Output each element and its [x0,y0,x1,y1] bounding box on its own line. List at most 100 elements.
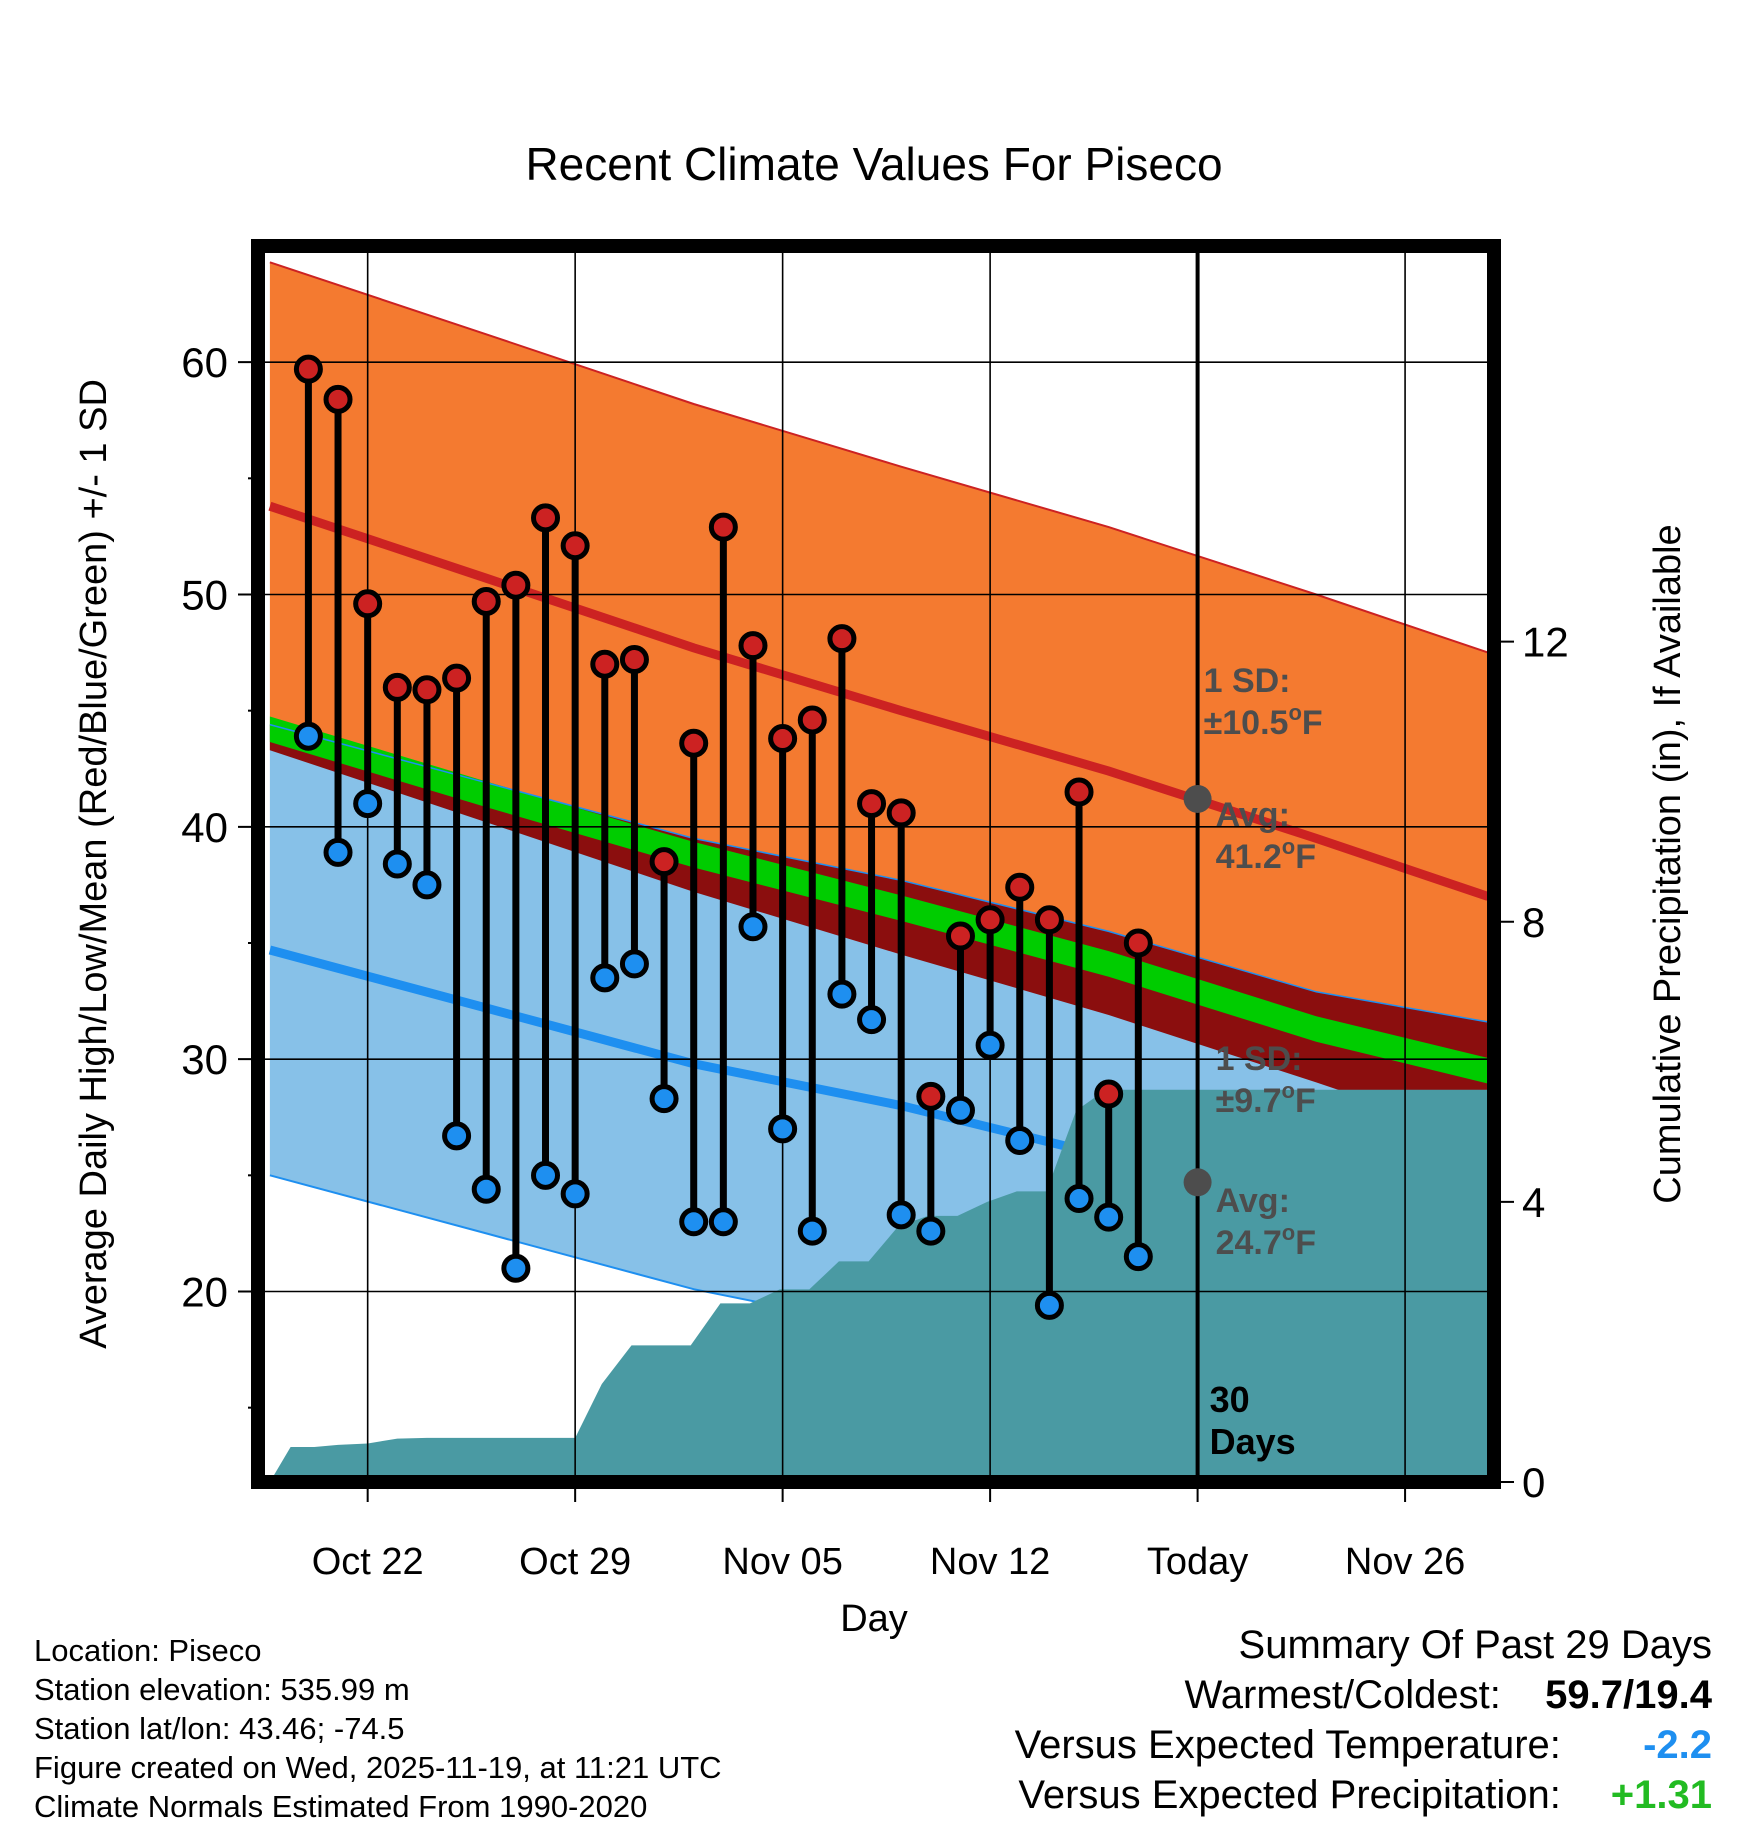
obs-low-point [738,912,768,942]
summary-temp: Versus Expected Temperature: -2.2 [1015,1720,1712,1770]
obs-high-point [1005,872,1035,902]
obs-high-point [590,649,620,679]
obs-low-point [797,1216,827,1246]
obs-low-point [827,979,857,1009]
low-sd-annotation-value: ±9.7oF [1216,1078,1316,1120]
low-avg-annotation-label: Avg: [1216,1182,1290,1220]
y-left-tick-label: 30 [181,1036,228,1083]
warm-cold-label: Warmest/Coldest: [1184,1673,1501,1717]
temp-value: -2.2 [1643,1723,1712,1767]
obs-low-point [293,721,323,751]
obs-high-point [797,705,827,735]
obs-high-point [1064,777,1094,807]
obs-low-point [1034,1290,1064,1320]
obs-low-point [768,1114,798,1144]
meta-latlon: Station lat/lon: 43.46; -74.5 [34,1711,405,1746]
x-tick-label: Oct 22 [312,1541,424,1583]
x-tick-label: Oct 29 [519,1541,631,1583]
obs-low-point [916,1216,946,1246]
precip-value: +1.31 [1610,1773,1712,1817]
low-avg-annotation-value: 24.7oF [1216,1220,1316,1262]
high-avg-line [268,501,1490,901]
precip-area [269,1089,1489,1482]
temp-label: Versus Expected Temperature: [1014,1723,1561,1767]
obs-high-point [619,645,649,675]
summary-precip: Versus Expected Precipitation: +1.31 [1015,1770,1712,1820]
obs-high-point [442,663,472,693]
station-metadata: Location: Piseco Station elevation: 535.… [34,1631,722,1826]
y-left-axis-title: Average Daily High/Low/Mean (Red/Blue/Gr… [73,379,115,1349]
y-right-tick-label: 12 [1522,619,1569,666]
obs-high-point [886,798,916,828]
obs-high-point [501,570,531,600]
y-left-tick-label: 60 [181,339,228,386]
obs-high-point [1123,928,1153,958]
obs-low-point [708,1207,738,1237]
obs-high-point [323,384,353,414]
obs-high-point [649,847,679,877]
obs-high-point [531,503,561,533]
obs-high-point [768,724,798,754]
obs-low-point [1123,1242,1153,1272]
meta-elevation: Station elevation: 535.99 m [34,1672,410,1707]
obs-high-point [293,354,323,384]
obs-low-point [975,1030,1005,1060]
y-right-axis-title: Cumulative Precipitation (in), If Availa… [1647,524,1689,1203]
x-axis-title: Day [840,1598,908,1640]
obs-high-point [1094,1079,1124,1109]
x-tick-label: Today [1147,1541,1248,1583]
y-left-tick-label: 40 [181,804,228,851]
y-left-tick-label: 50 [181,571,228,618]
obs-high-point [353,589,383,619]
y-right-tick-label: 4 [1522,1179,1545,1226]
obs-low-point [412,870,442,900]
today-low-avg-marker [1183,1168,1212,1197]
warm-cold-value: 59.7/19.4 [1545,1673,1712,1717]
summary-panel: Summary Of Past 29 Days Warmest/Coldest:… [1015,1620,1712,1820]
high-sd-annotation-value: ±10.5oF [1204,700,1323,742]
obs-high-point [1034,905,1064,935]
obs-low-point [679,1207,709,1237]
y-right-tick-label: 0 [1522,1459,1545,1506]
obs-high-point [916,1081,946,1111]
obs-high-point [975,905,1005,935]
obs-low-point [649,1084,679,1114]
obs-high-point [679,728,709,758]
obs-high-point [738,631,768,661]
obs-low-point [501,1253,531,1283]
obs-low-point [442,1121,472,1151]
obs-low-point [1064,1184,1094,1214]
meta-created: Figure created on Wed, 2025-11-19, at 11… [34,1750,722,1785]
meta-location: Location: Piseco [34,1633,262,1668]
obs-high-point [412,675,442,705]
y-left-tick-label: 20 [181,1268,228,1315]
obs-low-point [857,1005,887,1035]
obs-low-point [590,963,620,993]
high-avg-annotation-value: 41.2oF [1216,834,1316,876]
low-sd-annotation-label: 1 SD: [1216,1040,1303,1078]
obs-low-point [1094,1202,1124,1232]
obs-low-point [353,789,383,819]
meta-normals: Climate Normals Estimated From 1990-2020 [34,1789,648,1824]
obs-low-point [323,837,353,867]
obs-low-point [560,1179,590,1209]
obs-low-point [619,949,649,979]
y-right-tick-label: 8 [1522,899,1545,946]
obs-high-point [857,789,887,819]
obs-high-point [708,512,738,542]
today-days-label-line1: 30 [1210,1379,1250,1420]
obs-low-point [471,1174,501,1204]
high-avg-annotation-label: Avg: [1216,796,1290,834]
obs-low-point [531,1160,561,1190]
obs-high-point [382,672,412,702]
x-tick-label: Nov 05 [722,1541,842,1583]
x-tick-label: Nov 26 [1345,1541,1465,1583]
plot-frame [251,239,1501,1489]
summary-title: Summary Of Past 29 Days [1238,1623,1712,1667]
obs-low-point [1005,1125,1035,1155]
obs-low-point [945,1095,975,1125]
today-high-avg-marker [1183,784,1212,813]
obs-low-point [886,1200,916,1230]
today-days-label-line2: Days [1210,1421,1296,1462]
